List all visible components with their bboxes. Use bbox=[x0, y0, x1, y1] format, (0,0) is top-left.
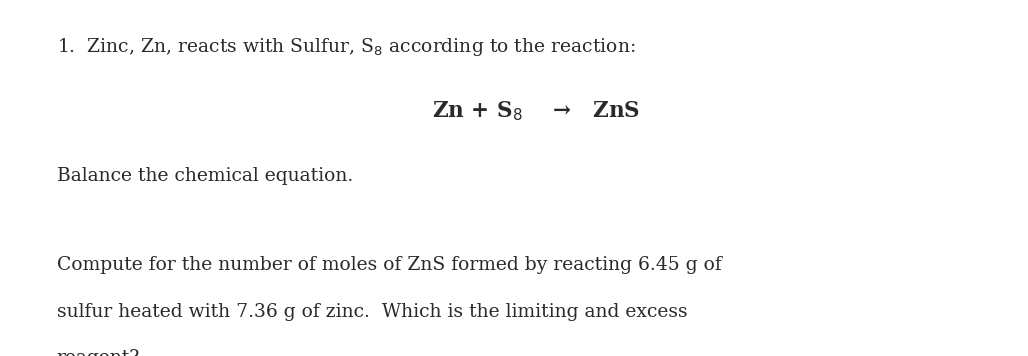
Text: Compute for the number of moles of ZnS formed by reacting 6.45 g of: Compute for the number of moles of ZnS f… bbox=[57, 256, 722, 274]
Text: sulfur heated with 7.36 g of zinc.  Which is the limiting and excess: sulfur heated with 7.36 g of zinc. Which… bbox=[57, 303, 687, 321]
Text: 1.  Zinc, Zn, reacts with Sulfur, S$_8$ according to the reaction:: 1. Zinc, Zn, reacts with Sulfur, S$_8$ a… bbox=[57, 36, 635, 58]
Text: Zn + S$_8$    →   ZnS: Zn + S$_8$ → ZnS bbox=[432, 100, 640, 123]
Text: reagent?: reagent? bbox=[57, 349, 140, 356]
Text: Balance the chemical equation.: Balance the chemical equation. bbox=[57, 167, 353, 185]
